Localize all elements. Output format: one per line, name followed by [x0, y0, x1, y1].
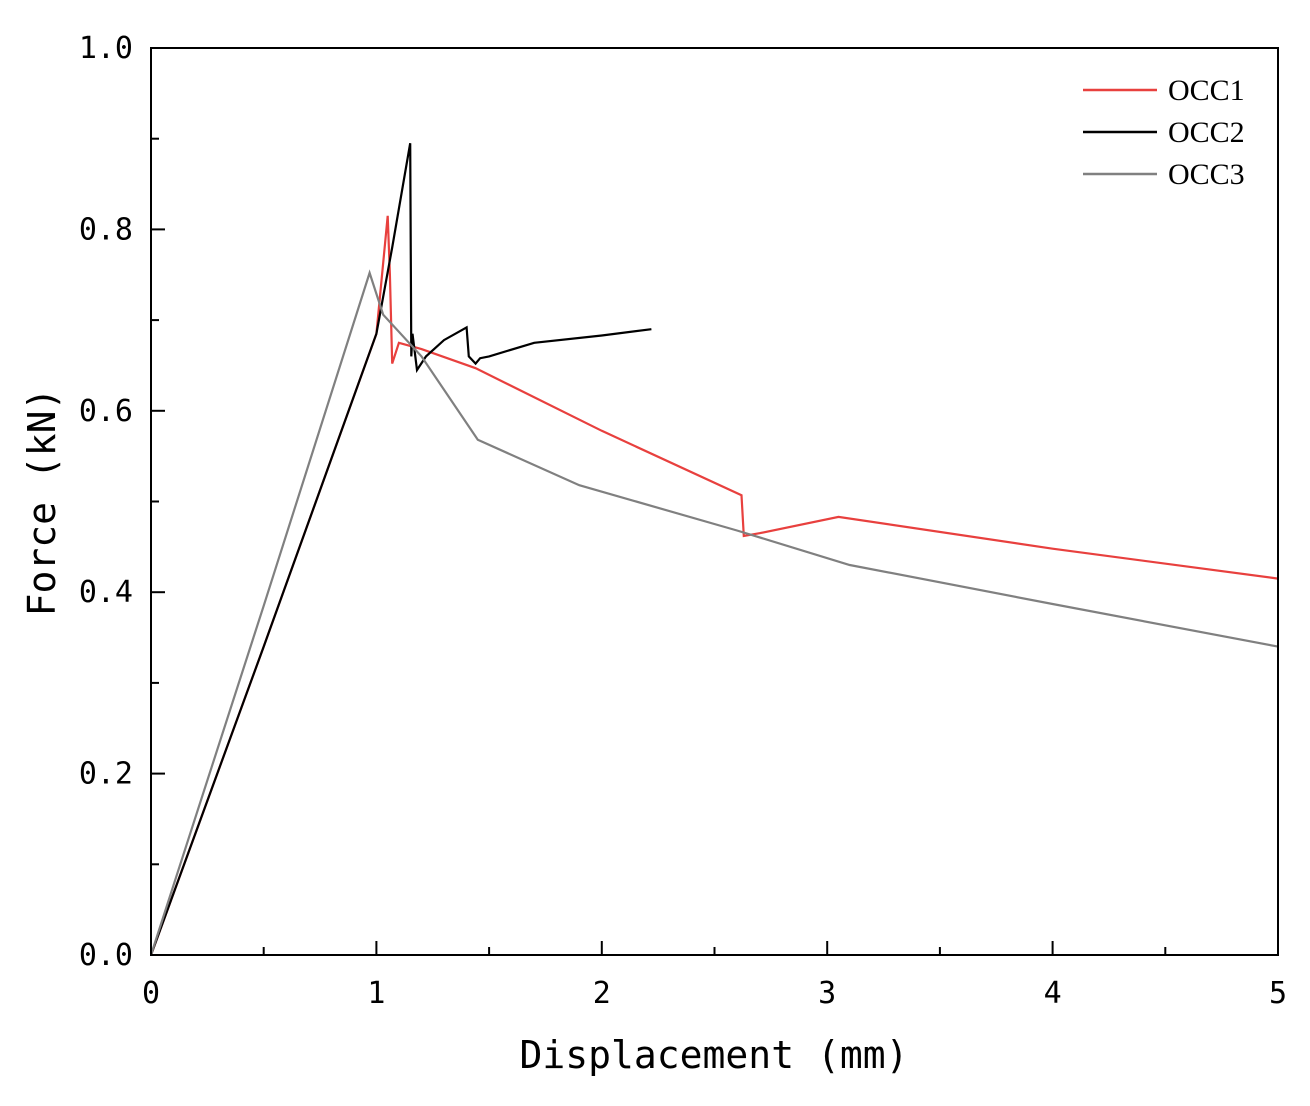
x-tick-label: 4: [1044, 976, 1062, 1011]
axes-layer: [150, 47, 1279, 956]
legend-label-occ1: OCC1: [1168, 74, 1245, 107]
y-tick-label: 0.6: [79, 394, 133, 429]
series-line-occ3: [149, 269, 1279, 956]
plot-frame: [150, 47, 1279, 956]
x-tick-label: 3: [818, 976, 836, 1011]
series-line-occ2: [149, 143, 652, 956]
series-layer: [149, 143, 1279, 956]
y-tick-label: 0.0: [79, 938, 133, 973]
legend-label-occ2: OCC2: [1168, 116, 1245, 149]
series-line-occ1: [149, 215, 1279, 956]
y-tick-label: 0.8: [79, 212, 133, 247]
x-tick-label: 0: [142, 976, 160, 1011]
legend-label-occ3: OCC3: [1168, 158, 1245, 191]
y-tick-label: 0.2: [79, 757, 133, 792]
y-tick-label: 0.4: [79, 575, 133, 610]
x-axis-title: Displacement (mm): [520, 1033, 909, 1077]
x-tick-label: 2: [593, 976, 611, 1011]
x-tick-label: 1: [367, 976, 385, 1011]
ticks-layer: 0 1 2 3 4 5 0.0 0.2 0.4 0.6 0.8 1.0: [79, 31, 1287, 1011]
y-axis-title: Force (kN): [20, 388, 64, 617]
x-tick-label: 5: [1269, 976, 1287, 1011]
legend: OCC1 OCC2 OCC3: [1083, 74, 1245, 191]
y-tick-label: 1.0: [79, 31, 133, 66]
